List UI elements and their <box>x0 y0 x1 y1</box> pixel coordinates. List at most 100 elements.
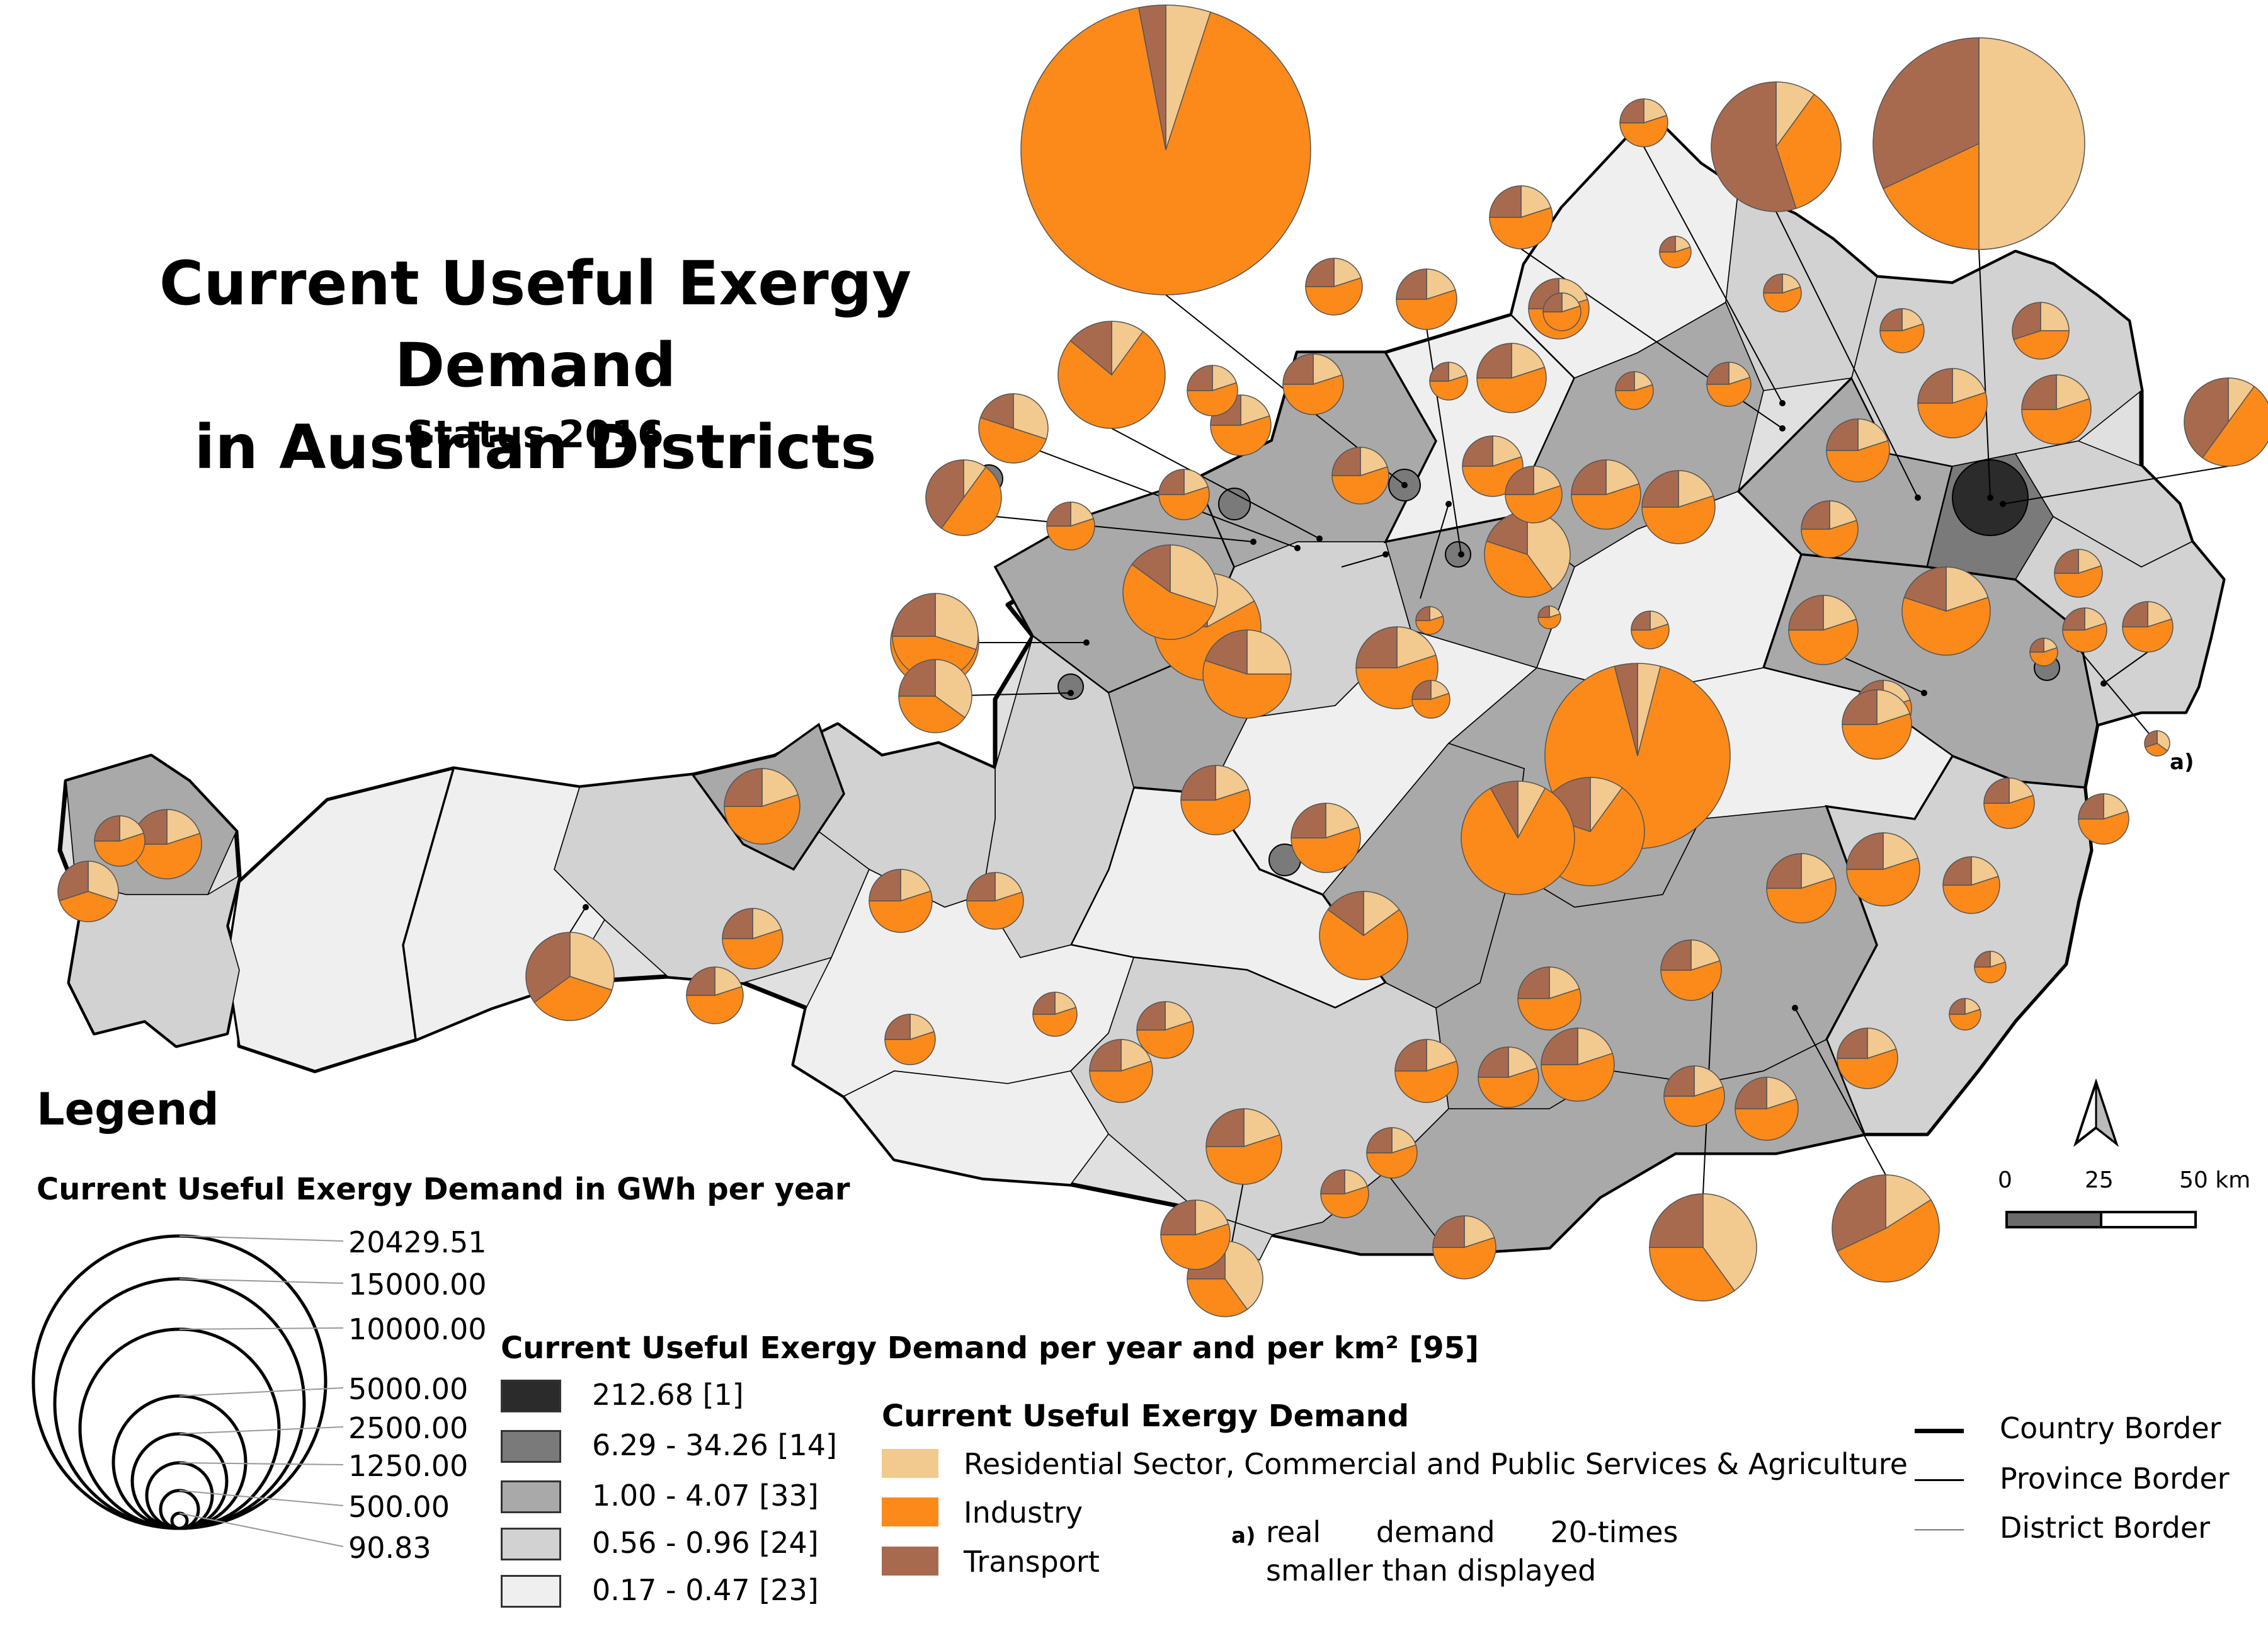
pie-slice-transport <box>1355 626 1398 668</box>
pie-slice-residential <box>1520 185 1552 219</box>
district-pie <box>1020 4 1311 295</box>
pie-slice-transport <box>722 908 753 939</box>
pie-slice-industry <box>1476 367 1547 413</box>
pie-slice-transport <box>94 815 120 842</box>
pie-slice-residential <box>569 932 615 991</box>
leader-anchor <box>1294 545 1301 551</box>
pie-slice-transport <box>1478 1046 1509 1078</box>
district-pie <box>978 393 1049 464</box>
leader-line <box>2103 651 2148 684</box>
pie-slice-transport <box>1131 544 1171 593</box>
district-pie <box>1537 605 1561 629</box>
district-pie <box>1057 321 1166 429</box>
district-polygon <box>69 874 241 1046</box>
density-swatch <box>501 1575 561 1608</box>
density-swatch <box>501 1380 561 1412</box>
district-pie <box>1411 680 1450 719</box>
district-pie <box>1901 566 1991 656</box>
leader-anchor <box>1250 539 1257 545</box>
sector-legend-title: Current Useful Exergy Demand <box>882 1399 1410 1434</box>
pie-slice-residential <box>1511 343 1546 379</box>
district-pie <box>1180 765 1251 835</box>
pie-slice-residential <box>2056 374 2090 411</box>
pie-slice-transport <box>2078 793 2104 820</box>
district-pie <box>2062 607 2107 653</box>
pie-slice-transport <box>1542 292 1563 312</box>
pie-slice-residential <box>1533 466 1561 496</box>
pie-slice-industry <box>1801 520 1859 558</box>
pie-slice-residential <box>1678 470 1714 508</box>
district-pie <box>1305 258 1363 316</box>
leader-anchor <box>1458 551 1464 558</box>
pie-slice-industry <box>722 929 784 970</box>
sector-swatch-residential <box>882 1449 938 1478</box>
pie-slice-industry <box>1660 960 1722 1001</box>
pie-slice-residential <box>1333 258 1362 288</box>
pie-slice-residential <box>166 809 201 845</box>
district-pie <box>1735 1077 1799 1141</box>
district-pie <box>869 869 933 933</box>
pie-slice-transport <box>1187 365 1213 391</box>
density-label: 6.29 - 34.26 [14] <box>592 1428 838 1462</box>
pie-slice-industry <box>1394 1060 1459 1103</box>
pie-slice-transport <box>1659 236 1676 253</box>
pie-slice-transport <box>1614 663 1638 757</box>
pie-slice-industry <box>1432 1237 1496 1279</box>
size-legend-leader <box>179 1327 344 1330</box>
size-legend-leader <box>179 1462 344 1465</box>
pie-slice-residential <box>1240 394 1270 426</box>
pie-slice-residential <box>1363 891 1400 937</box>
pie-slice-industry <box>1775 93 1842 209</box>
pie-slice-transport <box>1331 447 1361 476</box>
pie-slice-transport <box>1517 966 1550 999</box>
district-pie <box>1801 500 1859 558</box>
pie-slice-industry <box>1517 988 1581 1031</box>
size-value: 1250.00 <box>348 1449 469 1483</box>
size-legend-title: Current Useful Exergy Demand in GWh per … <box>37 1172 850 1207</box>
district-pie <box>1832 1174 1940 1283</box>
pie-slice-transport <box>2184 377 2229 459</box>
district-pie <box>2184 377 2268 467</box>
district-pie <box>525 932 615 1021</box>
district-pie <box>1766 853 1837 924</box>
size-value: 500.00 <box>348 1490 450 1524</box>
district-pie <box>1619 98 1668 147</box>
sector-swatch-industry <box>882 1497 938 1526</box>
pie-slice-transport <box>1872 37 1980 190</box>
leader-anchor <box>1792 1005 1798 1011</box>
leader-line <box>1794 1007 1886 1176</box>
district-pie <box>1974 951 2007 983</box>
sector-swatch-transport <box>882 1547 938 1576</box>
district-pie <box>1046 501 1095 551</box>
district-pie <box>1826 418 1890 483</box>
pie-slice-residential <box>1885 1174 1932 1230</box>
leader-line <box>1013 440 1298 549</box>
pie-slice-industry <box>1901 597 1991 656</box>
pie-slice-transport <box>1801 500 1830 530</box>
leader-line <box>1643 146 1783 404</box>
pie-slice-residential <box>1120 1039 1152 1072</box>
pie-slice-residential <box>900 869 932 902</box>
pie-slice-industry <box>1319 908 1408 980</box>
pie-slice-residential <box>1325 803 1360 839</box>
district-pie <box>1158 469 1210 520</box>
pie-slice-industry <box>1136 1021 1194 1059</box>
density-label: 1.00 - 4.07 [33] <box>592 1479 819 1513</box>
pie-slice-residential <box>1867 1027 1897 1060</box>
district-polygon <box>843 1070 1109 1185</box>
leader-anchor <box>1316 535 1323 542</box>
pie-slice-transport <box>1763 273 1783 294</box>
district-pie <box>1837 1027 1898 1089</box>
leader-anchor <box>1083 639 1090 646</box>
pie-slice-industry <box>1020 7 1311 295</box>
pie-slice-transport <box>2122 601 2148 627</box>
leader-line <box>2078 648 2158 744</box>
leader-anchor <box>1915 495 1921 501</box>
district-pie <box>884 1014 936 1065</box>
district-pie <box>1571 459 1641 530</box>
leader-anchor <box>2100 680 2107 687</box>
district-pie <box>1461 781 1575 895</box>
size-value: 10000.00 <box>348 1312 487 1346</box>
district-pie <box>1394 1039 1459 1103</box>
leader-line <box>569 907 586 933</box>
